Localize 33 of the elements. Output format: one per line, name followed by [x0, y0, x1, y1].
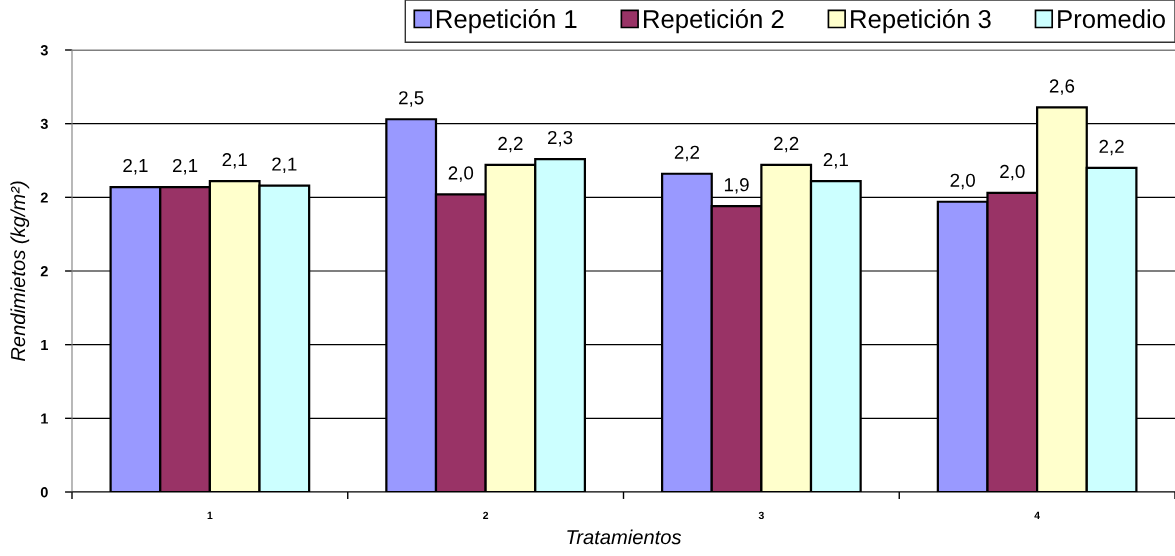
data-label: 2,0: [950, 173, 975, 190]
y-axis-title: Rendimietos (kg/m²): [10, 181, 30, 362]
x-tick-label: 1: [207, 511, 213, 519]
legend-label: Promedio: [1058, 9, 1165, 29]
y-tick-label: 3: [40, 45, 48, 56]
y-tick-label: 2: [40, 192, 48, 203]
y-tick-label: 3: [40, 118, 48, 130]
x-axis-title: Tratamientos: [567, 529, 682, 545]
data-label: 2,2: [674, 145, 700, 162]
data-label: 2,1: [172, 158, 198, 175]
data-label: 2,5: [399, 91, 424, 107]
data-label: 2,2: [774, 136, 799, 153]
data-label: 2,2: [1099, 139, 1124, 156]
y-tick-label: 2: [40, 266, 48, 277]
data-label: 2,1: [272, 157, 297, 173]
data-label: 2,1: [823, 153, 848, 169]
x-tick-label: 3: [758, 511, 764, 520]
data-label: 2,0: [448, 166, 474, 182]
y-tick-label: 1: [41, 413, 48, 424]
x-tick-label: 2: [483, 511, 489, 519]
data-label: 1,9: [724, 178, 749, 194]
data-label: 2,2: [498, 136, 523, 153]
data-label: 2,6: [1049, 79, 1075, 95]
x-tick-label: 4: [1034, 511, 1040, 519]
data-label: 2,0: [1000, 164, 1025, 181]
legend-label: Repetición 2: [644, 8, 784, 34]
data-label: 2,1: [222, 153, 247, 169]
y-tick-label: 0: [40, 487, 48, 498]
y-tick-label: 1: [41, 339, 48, 350]
data-label: 2,3: [547, 130, 573, 147]
legend-label: Repetición 1: [436, 8, 577, 34]
data-label: 2,1: [123, 158, 148, 175]
legend-label: Repetición 3: [851, 8, 991, 34]
